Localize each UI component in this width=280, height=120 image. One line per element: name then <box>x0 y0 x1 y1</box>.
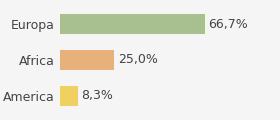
Bar <box>60 14 205 34</box>
Bar <box>60 86 78 106</box>
Bar <box>60 50 114 70</box>
Text: 8,3%: 8,3% <box>81 89 113 102</box>
Text: 25,0%: 25,0% <box>118 54 158 66</box>
Text: 66,7%: 66,7% <box>208 18 248 31</box>
